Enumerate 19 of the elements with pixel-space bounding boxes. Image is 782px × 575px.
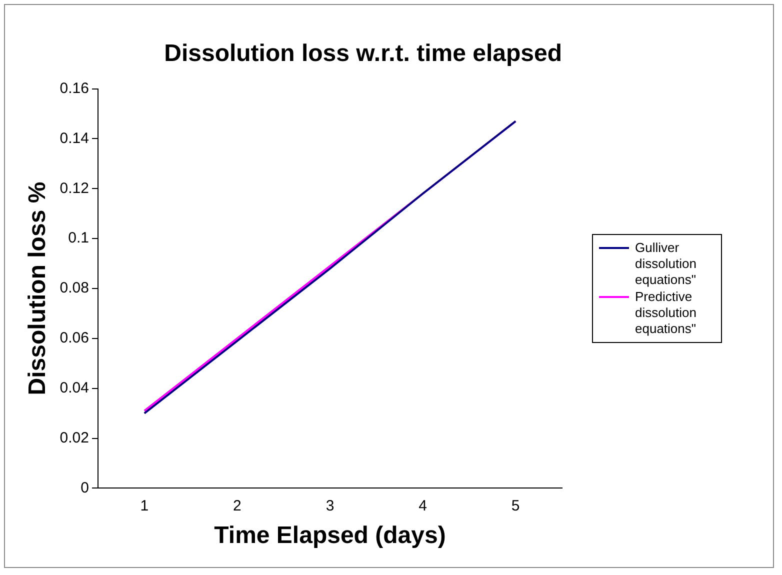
y-tick-label: 0.02	[60, 429, 89, 446]
y-tick-label: 0	[80, 479, 89, 496]
chart-title: Dissolution loss w.r.t. time elapsed	[164, 40, 562, 68]
x-tick-label: 5	[511, 497, 520, 514]
x-tick-label: 3	[326, 497, 334, 514]
legend-label: Gulliver dissolution equations"	[635, 240, 698, 288]
x-tick-label: 1	[140, 497, 149, 514]
y-tick-label: 0.12	[60, 180, 89, 197]
y-tick-label: 0.06	[60, 330, 89, 347]
x-axis-title: Time Elapsed (days)	[214, 522, 446, 550]
x-tick-label: 2	[233, 497, 242, 514]
y-tick-label: 0.14	[60, 130, 89, 147]
y-tick-label: 0.16	[60, 80, 89, 97]
y-tick-label: 0.1	[68, 230, 89, 247]
legend-label: Predictive dissolution equations"	[635, 289, 698, 337]
y-axis-title: Dissolution loss %	[24, 182, 52, 396]
x-tick-label: 4	[418, 497, 427, 514]
y-tick-label: 0.08	[60, 280, 89, 297]
y-tick-label: 0.04	[60, 379, 89, 396]
